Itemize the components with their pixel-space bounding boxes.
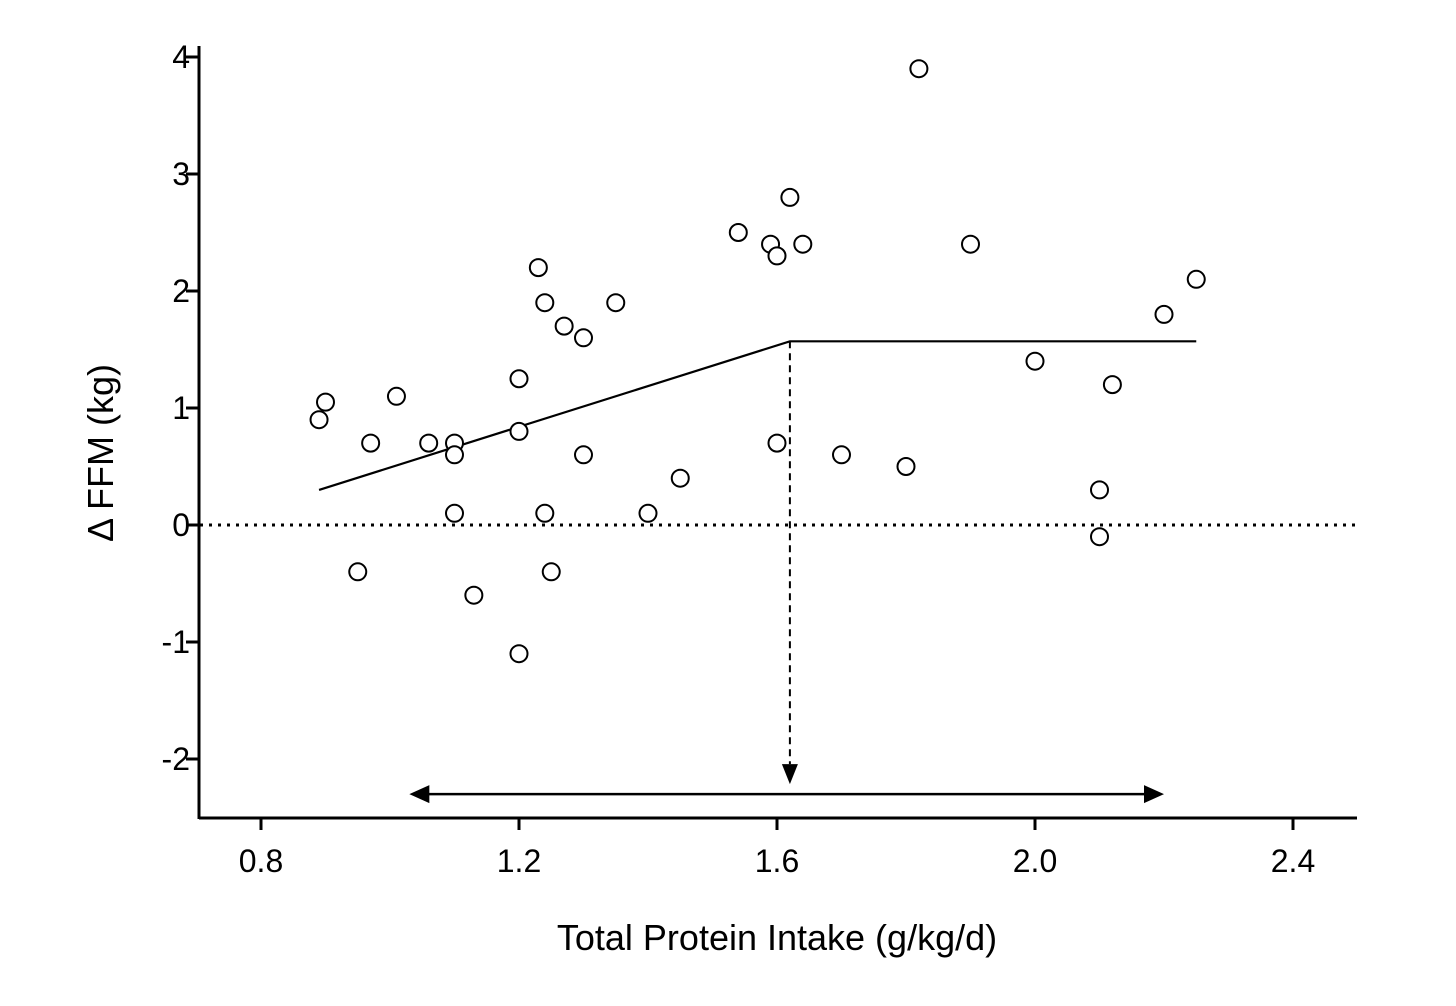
data-point	[961, 234, 980, 254]
data-point	[509, 421, 529, 441]
y-tick-label: 2	[172, 273, 190, 309]
x-tick-label: 2.4	[1271, 843, 1315, 879]
data-point	[1154, 304, 1174, 324]
x-tick-label: 2.0	[1013, 843, 1057, 879]
data-point	[535, 293, 555, 313]
data-point	[638, 503, 658, 523]
data-point	[832, 445, 851, 465]
data-point	[896, 457, 916, 476]
x-tick-label: 0.8	[239, 843, 283, 879]
data-point	[1102, 375, 1122, 395]
confidence-interval-right-arrowhead	[1144, 785, 1164, 804]
data-point	[1025, 351, 1045, 371]
y-tick-label: -1	[162, 624, 190, 660]
data-point	[606, 293, 626, 313]
x-tick-label: 1.6	[755, 843, 799, 879]
x-axis-title: Total Protein Intake (g/kg/d)	[557, 917, 997, 958]
data-point	[1090, 527, 1109, 547]
data-point	[445, 503, 464, 523]
data-point	[445, 445, 464, 465]
x-axis-ticks: 0.8 1.2 1.6 2.0 2.4	[239, 818, 1315, 879]
data-point	[574, 328, 593, 348]
y-axis-title: Δ FFM (kg)	[80, 364, 121, 542]
y-tick-label: 1	[172, 390, 190, 426]
y-tick-label: 0	[172, 507, 190, 543]
data-point	[728, 223, 748, 242]
data-point	[793, 234, 813, 254]
data-point	[780, 187, 800, 207]
data-point	[309, 410, 329, 430]
y-axis-ticks: -2 -1 0 1 2 3 4	[162, 39, 199, 777]
y-tick-label: -2	[162, 741, 190, 777]
y-tick-label: 3	[172, 156, 190, 192]
data-point	[574, 445, 593, 465]
data-point	[316, 392, 335, 412]
data-point	[419, 433, 439, 453]
data-point	[348, 562, 368, 582]
data-point	[541, 562, 561, 582]
data-point	[554, 316, 574, 336]
data-point	[386, 386, 406, 406]
data-point	[361, 433, 381, 453]
data-point	[509, 644, 529, 664]
data-point	[670, 468, 690, 488]
data-point	[1090, 480, 1109, 500]
data-points	[309, 59, 1206, 664]
fit-line	[318, 340, 1197, 491]
breakpoint-arrowhead	[781, 764, 798, 785]
data-point	[1186, 269, 1206, 289]
data-point	[509, 369, 529, 389]
confidence-interval-left-arrowhead	[409, 785, 430, 804]
data-point	[464, 585, 484, 605]
data-point	[528, 258, 548, 278]
y-tick-label: 4	[172, 39, 190, 75]
x-tick-label: 1.2	[497, 843, 541, 879]
data-point	[909, 59, 929, 79]
data-point	[535, 503, 555, 523]
data-point	[767, 246, 787, 266]
data-point	[767, 433, 787, 453]
